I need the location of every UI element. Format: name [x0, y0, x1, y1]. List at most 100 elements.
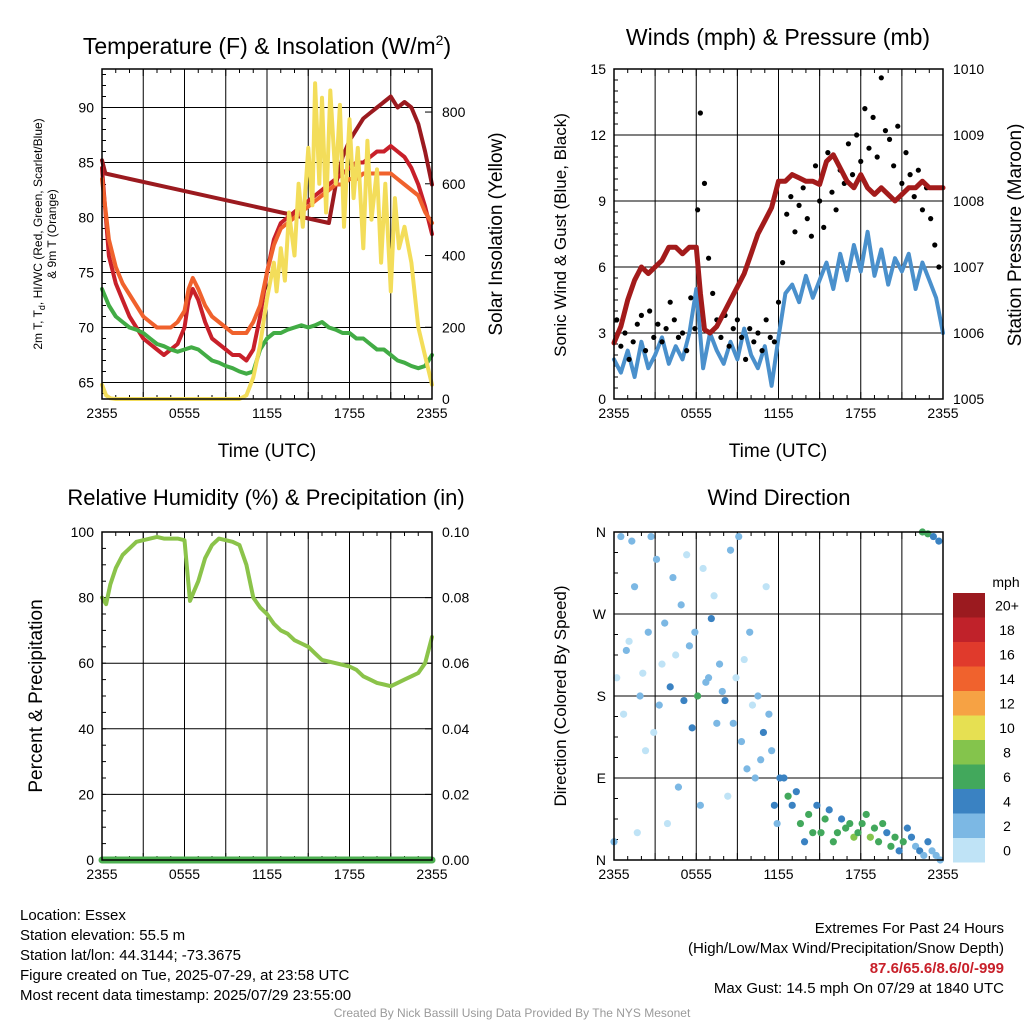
gust-point: [771, 339, 777, 345]
direction-point: [746, 628, 754, 636]
direction-point: [737, 737, 746, 746]
direction-point: [619, 710, 628, 718]
y-tick-label: 90: [78, 100, 94, 116]
gust-point: [710, 290, 716, 296]
y2-tick-label: 400: [442, 248, 466, 264]
winds-y2-label: Station Pressure (Maroon): [1005, 124, 1024, 347]
direction-point: [796, 819, 805, 828]
plot-frame: [613, 531, 944, 861]
extremes-values: 87.6/65.6/8.6/0/-999: [869, 960, 1004, 977]
direction-point: [721, 696, 729, 705]
y-tick-label: N: [596, 852, 606, 868]
gust-point: [784, 211, 790, 217]
gust-point: [692, 326, 698, 332]
legend-swatch: [953, 593, 985, 618]
direction-point: [715, 660, 724, 668]
x-tick-label: 0555: [169, 405, 200, 421]
direction-point: [800, 838, 809, 846]
gust-point: [821, 224, 827, 230]
legend-swatch: [953, 691, 985, 716]
gust-point: [718, 334, 724, 340]
direction-point: [641, 747, 650, 755]
legend-label: 20+: [995, 597, 1019, 613]
direction-point: [874, 838, 883, 846]
credit-line: Created By Nick Bassill Using Data Provi…: [333, 1006, 691, 1020]
direction-point: [688, 724, 696, 732]
direction-point: [691, 628, 699, 636]
humidity-y-label: Percent & Precipitation: [26, 599, 47, 792]
y-tick-label: 3: [598, 325, 606, 341]
series-line: [100, 287, 434, 376]
legend-swatch: [953, 666, 985, 691]
series-line: [100, 534, 434, 689]
direction-point: [768, 747, 776, 755]
gust-point: [684, 348, 690, 354]
y-tick-label: 15: [590, 61, 606, 77]
gust-point: [915, 167, 921, 173]
direction-point: [724, 792, 732, 800]
gust-point: [886, 136, 893, 142]
direction-point: [813, 801, 821, 809]
direction-panel: Wind Direction 2355 0555 1155 1755 2355NESWN…: [551, 485, 1020, 882]
gust-point: [891, 163, 897, 169]
x-tick-label: 1155: [252, 405, 282, 421]
direction-point: [743, 765, 751, 773]
direction-point: [829, 838, 837, 846]
temperature-title: Temperature (F) & Insolation (W/m2): [83, 32, 451, 59]
gust-point: [775, 299, 782, 305]
direction-point: [718, 687, 726, 696]
y2-tick-label: 600: [442, 176, 466, 192]
y-tick-label: 12: [590, 127, 606, 143]
legend-swatch: [953, 789, 985, 814]
plot-frame: [613, 68, 944, 400]
direction-point: [663, 819, 672, 828]
extremes-info: Extremes For Past 24 Hours (High/Low/Max…: [688, 919, 1004, 999]
x-tick-label: 1755: [334, 405, 365, 421]
gust-point: [747, 326, 753, 332]
direction-y-label: Direction (Colored By Speed): [551, 585, 570, 806]
y2-tick-label: 1006: [953, 325, 984, 341]
gust-point: [804, 216, 810, 222]
y-tick-label: 85: [78, 155, 94, 171]
direction-point: [784, 792, 792, 800]
x-tick-label: 1755: [334, 866, 365, 882]
gust-point: [936, 264, 942, 270]
gust-point: [874, 154, 880, 160]
direction-point: [883, 829, 891, 837]
direction-point: [866, 833, 874, 841]
direction-point: [837, 815, 846, 823]
legend-label: 8: [1003, 744, 1011, 760]
series-line: [612, 229, 945, 388]
direction-point: [666, 683, 674, 691]
legend-swatch: [953, 715, 985, 740]
gust-point: [705, 255, 712, 261]
direction-point: [757, 756, 765, 764]
direction-point: [754, 692, 762, 700]
temperature-y-label-line2: & 9m T (Orange): [45, 189, 59, 279]
gust-point: [825, 150, 831, 156]
direction-point: [630, 583, 639, 591]
direction-point: [696, 801, 704, 809]
y2-tick-label: 0.02: [442, 786, 469, 802]
station-location: Location: Essex: [20, 907, 126, 924]
gust-point: [701, 180, 708, 186]
y-tick-label: 20: [78, 786, 94, 802]
gust-point: [792, 229, 798, 235]
direction-point: [628, 537, 636, 545]
direction-point: [677, 601, 685, 609]
y2-tick-label: 0.10: [442, 524, 469, 540]
y2-tick-label: 1009: [953, 127, 984, 143]
gust-point: [755, 330, 761, 336]
gust-point: [738, 334, 745, 340]
gust-point: [688, 295, 694, 301]
direction-point: [825, 806, 833, 814]
gust-point: [895, 123, 901, 129]
gust-point: [911, 194, 917, 200]
gust-point: [870, 114, 876, 120]
direction-point: [920, 851, 928, 860]
x-tick-label: 1755: [845, 866, 876, 882]
direction-point: [833, 829, 842, 837]
direction-point: [924, 838, 932, 846]
y-tick-label: 60: [78, 655, 94, 671]
